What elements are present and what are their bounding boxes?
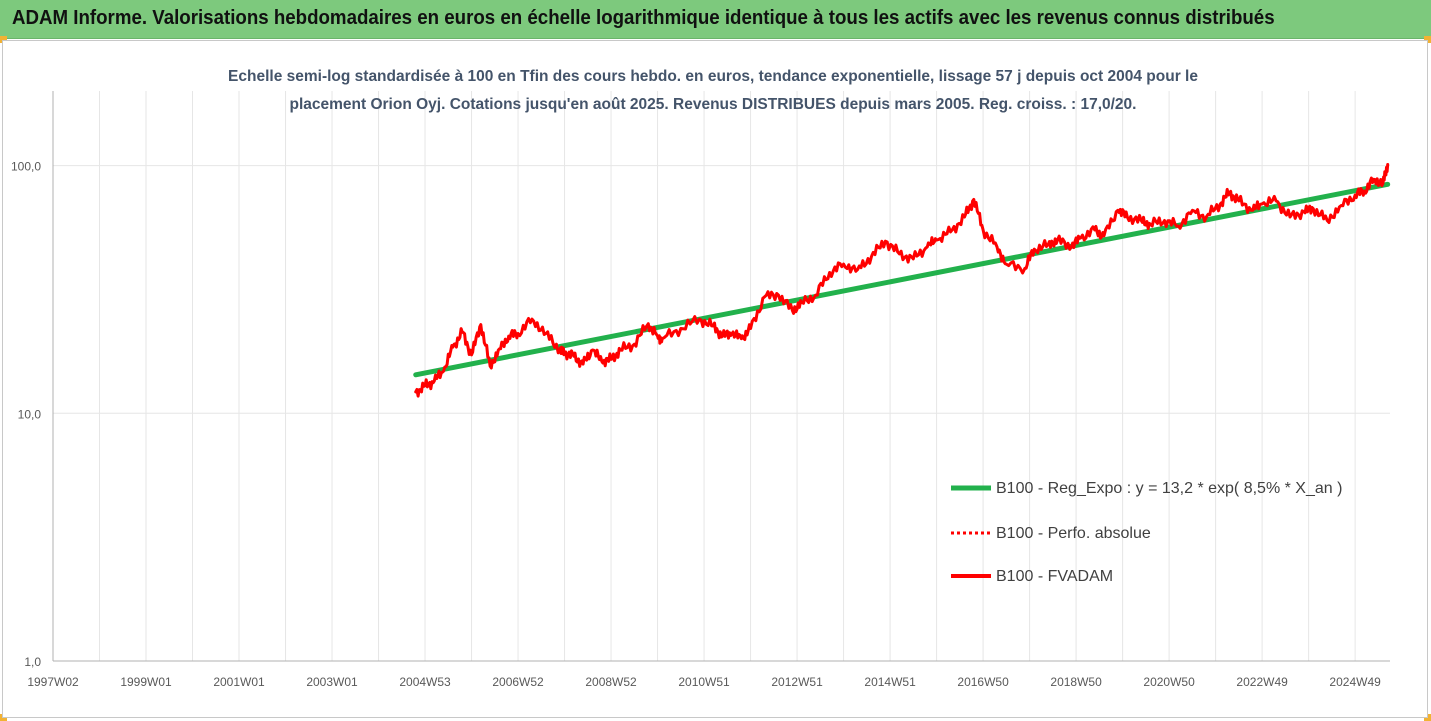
y-tick-label: 100,0 [11,160,41,174]
x-tick-label: 2004W53 [399,675,451,689]
chart-subtitle-line-1: Echelle semi-log standardisée à 100 en T… [228,68,1198,85]
x-tick-label: 2024W49 [1329,675,1381,689]
legend-label: B100 - Reg_Expo : y = 13,2 * exp( 8,5% *… [996,480,1342,497]
series-line-fvadam [414,163,1390,398]
legend-label: B100 - Perfo. absolue [996,525,1151,542]
x-tick-label: 2018W50 [1050,675,1102,689]
page-title: ADAM Informe. Valorisations hebdomadaire… [12,7,1275,29]
x-tick-label: 2008W52 [585,675,637,689]
legend: B100 - Reg_Expo : y = 13,2 * exp( 8,5% *… [951,480,1342,585]
chart-area: 1,0 10,0 100,0 1997W02 1999W01 2001W01 2003W0… [2,40,1428,718]
series-line-reg-expo [413,181,1391,378]
legend-label: B100 - FVADAM [996,568,1113,585]
x-tick-label: 2016W50 [957,675,1009,689]
x-tick-label: 2014W51 [864,675,916,689]
chart-svg: 1,0 10,0 100,0 1997W02 1999W01 2001W01 2003W0… [11,68,1391,689]
x-tick-label: 2020W50 [1143,675,1195,689]
x-tick-label: 2012W51 [771,675,823,689]
x-tick-label: 2001W01 [213,675,265,689]
corner-marker-top-left [0,36,7,43]
y-tick-label: 10,0 [18,407,42,421]
x-tick-label: 1997W02 [27,675,79,689]
header-banner: ADAM Informe. Valorisations hebdomadaire… [0,0,1431,39]
x-tick-label: 2022W49 [1236,675,1288,689]
chart-subtitle-line-2: placement Orion Oyj. Cotations jusqu'en … [290,96,1137,113]
x-tick-label: 2003W01 [306,675,358,689]
x-tick-label: 2006W52 [492,675,544,689]
series-layer [413,163,1391,398]
x-tick-layer: 1997W02 1999W01 2001W01 2003W01 2004W53 2006W… [27,675,1381,689]
y-tick-layer: 1,0 10,0 100,0 [11,160,41,669]
grid-layer [52,91,1390,661]
corner-marker-top-right [1424,36,1431,43]
x-tick-label: 2010W51 [678,675,730,689]
y-tick-label: 1,0 [24,655,41,669]
x-tick-label: 1999W01 [120,675,172,689]
